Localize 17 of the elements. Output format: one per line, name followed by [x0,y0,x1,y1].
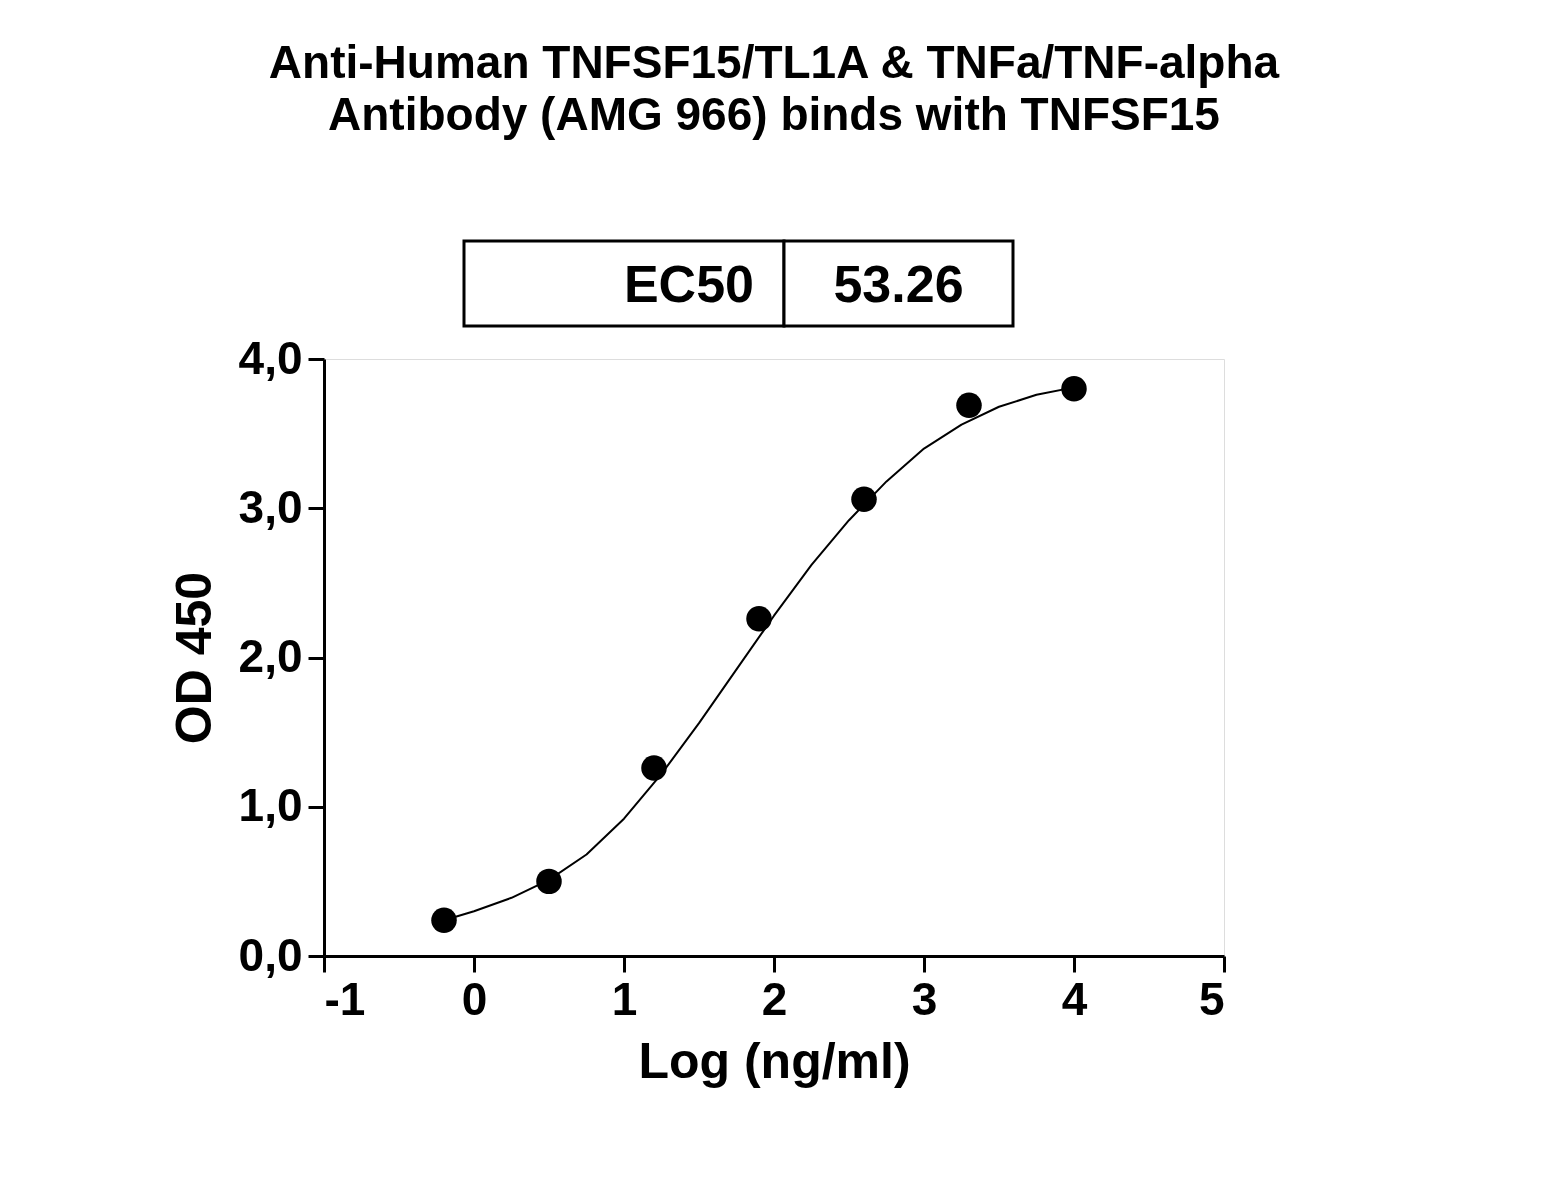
x-axis-title: Log (ng/ml) [638,1032,911,1089]
x-tick-label: -1 [324,972,366,1025]
text: 53.26 [833,254,964,313]
x-tick-label: 1 [611,972,638,1025]
x-tick-label: 4 [1061,972,1088,1025]
x-tick-label: 3 [911,972,938,1025]
x-tick-label: 5 [1198,972,1225,1025]
text: EC50 [623,254,754,313]
y-tick-label: 4,0 [238,331,303,384]
x-tick-label: 2 [761,972,788,1025]
y-tick-label: 0,0 [238,928,303,981]
y-axis-title: OD 450 [165,571,222,745]
y-tick-label: 2,0 [238,630,303,682]
y-tick-label: 1,0 [238,779,303,832]
x-tick-label: 0 [461,972,488,1025]
y-tick-label: 3,0 [238,480,303,533]
chart-title: Anti-Human TNFSF15/TL1A & TNFa/TNF-alpha Antibody (AMG 966) binds with TNFSF15 [268,35,1280,140]
